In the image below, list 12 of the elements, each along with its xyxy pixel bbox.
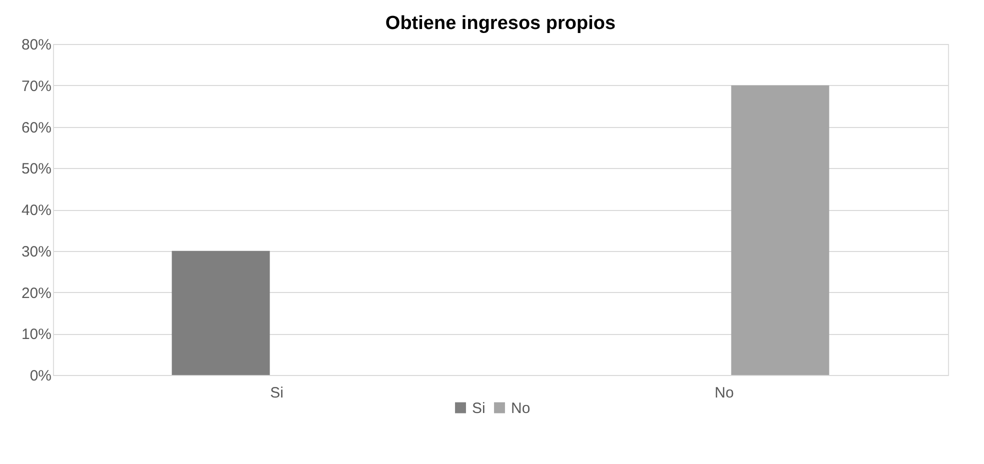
y-tick-label: 30% — [21, 243, 52, 260]
y-tick-label: 70% — [21, 78, 52, 95]
y-tick-label: 0% — [30, 368, 52, 384]
y-tick-label: 20% — [21, 284, 52, 302]
y-tick-label: 50% — [21, 160, 52, 178]
legend-label: Si — [472, 400, 486, 417]
legend-label: No — [511, 400, 530, 417]
chart-title: Obtiene ingresos propios — [385, 13, 616, 34]
y-tick-label: 10% — [21, 326, 52, 344]
y-tick-label: 40% — [21, 202, 52, 219]
y-tick-label: 60% — [21, 119, 52, 136]
y-tick-label: 80% — [21, 36, 52, 54]
